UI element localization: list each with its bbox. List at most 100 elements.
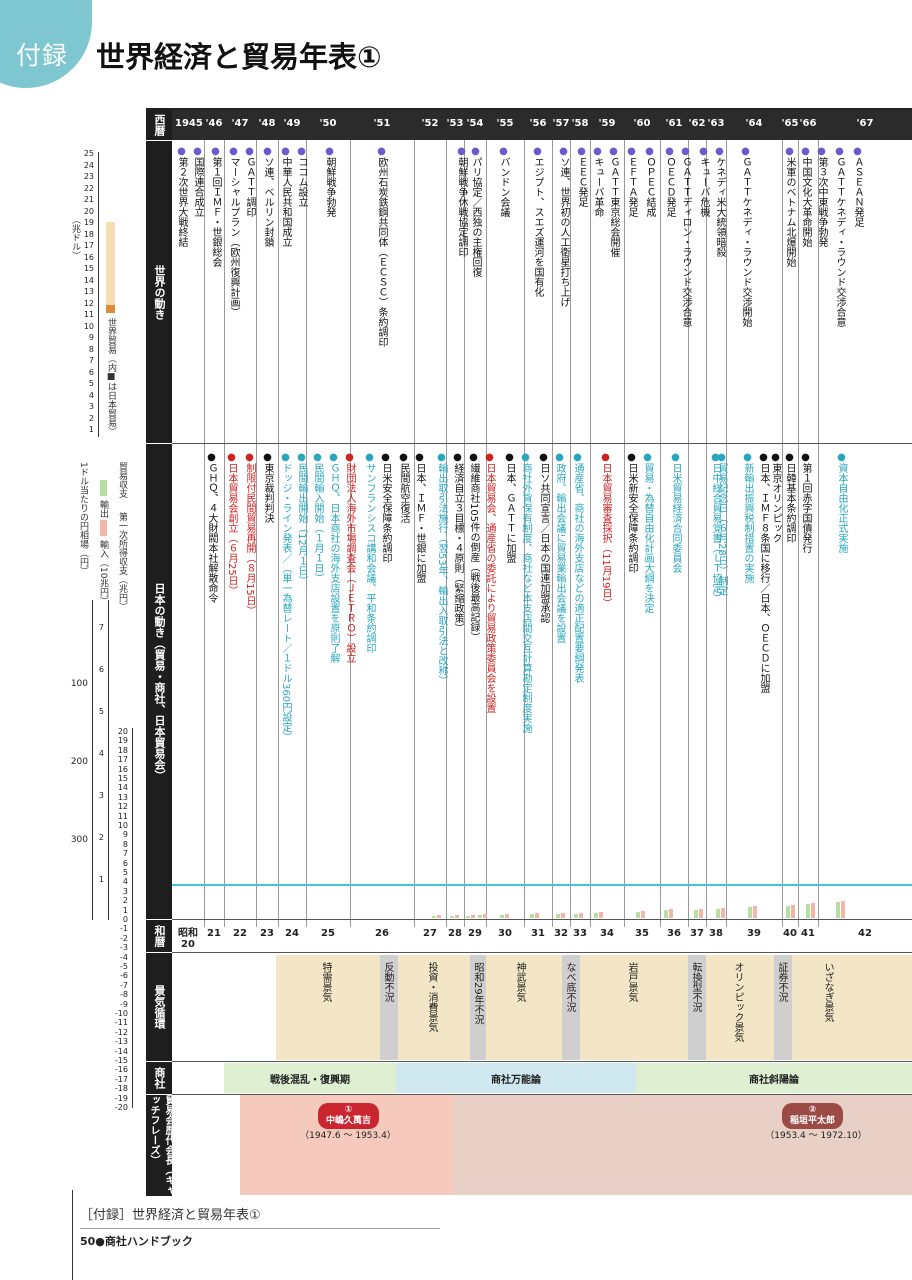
balance-tick: -7: [120, 980, 128, 990]
cycle-label: 証券不況: [776, 962, 787, 1002]
balance-tick: 12: [117, 802, 128, 812]
event-dot-icon: ●: [176, 146, 187, 157]
event-dot-icon: ●: [784, 146, 795, 157]
japan-event-text: 貿易・為替自由化計画大綱を決定: [642, 463, 653, 613]
event-dot-icon: ●: [414, 452, 425, 463]
export-bar: [716, 909, 720, 918]
world-event: ●ＧＡＴＴケネディ・ラウンド交渉合意: [834, 146, 845, 327]
column-line: [486, 140, 487, 927]
japan-event-text: 商社外貨保有制度、商社など本支店間交互計算勘定制度実施: [520, 463, 531, 733]
fx-axis-line: [92, 600, 93, 920]
world-event: ●キューバ革命: [592, 146, 603, 217]
world-tick: 10: [83, 321, 94, 331]
president-2-band: [454, 1095, 912, 1195]
japan-event: ●民間輸入開始（１月１日）: [312, 452, 323, 583]
unit-label: （兆ドル）: [70, 215, 80, 260]
legend-export-swatch: [100, 480, 107, 496]
world-event: ●欧州石炭鉄鋼共同体（ＥＣＳＣ）条約調印: [376, 146, 387, 347]
balance-tick: -14: [114, 1046, 128, 1056]
japan-event: ●サンフランシスコ講和会議、平和条約調印: [364, 452, 375, 653]
event-dot-icon: ●: [296, 452, 307, 463]
event-dot-icon: ●: [608, 146, 619, 157]
import-bar: [483, 914, 487, 918]
japan-event: ●ドッジ・ライン発表／（単一為替レート／１ドル360円設定）: [280, 452, 291, 742]
shosha-period-1: 戦後混乱・復興期: [224, 1063, 396, 1093]
world-tick: 23: [83, 172, 94, 181]
import-tick: 6: [98, 665, 104, 674]
cycle-band: [398, 955, 470, 1060]
wareki-label: 39: [747, 928, 761, 939]
event-dot-icon: ●: [714, 146, 725, 157]
balance-tick: -13: [114, 1037, 128, 1047]
balance-tick: 9: [122, 830, 128, 840]
import-bar: [791, 905, 795, 918]
export-bar: [530, 914, 534, 918]
balance-tick: -12: [114, 1027, 128, 1037]
world-tick: 6: [88, 367, 94, 377]
president-1-label: 中嶋久萬吉: [326, 1116, 372, 1126]
cycle-label: 岩戸景気: [626, 962, 637, 1002]
export-bar: [450, 916, 454, 918]
export-bar: [478, 915, 482, 918]
world-tick: 3: [88, 402, 94, 411]
event-dot-icon: ●: [626, 452, 637, 463]
event-dot-icon: ●: [296, 146, 307, 157]
japan-event: ●日本、ＩＭＦ・世銀に加盟: [414, 452, 425, 583]
world-event-text: ＥＦＴＡ発足: [626, 157, 637, 217]
world-event: ●ソ連、世界初の人工衛星打ち上げ: [558, 146, 569, 307]
world-event: ●米軍のベトナム北爆開始: [784, 146, 795, 267]
event-dot-icon: ●: [280, 146, 291, 157]
event-dot-icon: ●: [456, 146, 467, 157]
year-label: '48: [258, 118, 276, 129]
export-bar: [664, 910, 668, 918]
japan-event: ●貿易・為替自由化計画大綱を決定: [642, 452, 653, 613]
japan-event: ●日本、ＩＭＦ８条国に移行／日本、ＯＥＣＤに加盟: [758, 452, 769, 693]
world-event: ●第３次中東戦争勃発: [816, 146, 827, 247]
export-bar: [748, 907, 752, 918]
event-dot-icon: ●: [328, 452, 339, 463]
wareki-label: 22: [233, 928, 247, 939]
world-event: ●ＥＦＴＡ発足: [626, 146, 637, 217]
japan-event-text: 日本貿易会創立（６月25日）: [226, 463, 237, 596]
import-bar: [841, 901, 845, 918]
world-event-text: ココム設立: [296, 157, 307, 207]
event-dot-icon: ●: [600, 452, 611, 463]
world-event: ●第２次世界大戦終結: [176, 146, 187, 247]
column-line: [224, 140, 225, 927]
event-dot-icon: ●: [504, 452, 515, 463]
japan-event: ●日米新安全保障条約調印: [626, 452, 637, 573]
balance-tick: -19: [114, 1093, 128, 1103]
world-tick: 1: [88, 425, 94, 434]
year-label: 1945: [175, 118, 203, 129]
japan-event: ●政府、輸出会議に貿易業輸出会議を設置: [554, 452, 565, 643]
president-1-term: （1947.6 〜 1953.4）: [300, 1131, 396, 1141]
event-dot-icon: ●: [210, 146, 221, 157]
event-dot-icon: ●: [554, 452, 565, 463]
wareki-label: 23: [260, 928, 274, 939]
world-event: ●パリ協定／西独の主権回復: [470, 146, 481, 277]
event-dot-icon: ●: [206, 452, 217, 463]
world-event: ●エジプト、スエズ運河を国有化: [532, 146, 543, 297]
event-dot-icon: ●: [244, 146, 255, 157]
year-label: '51: [373, 118, 391, 129]
world-event-text: 中国文化大革命開始: [800, 157, 811, 247]
japan-event: ●日中総合貿易覚書（ＬＴ協定）: [710, 452, 721, 603]
column-line: [818, 140, 819, 927]
balance-tick: 7: [122, 849, 128, 859]
cycle-label: 反動不況: [382, 962, 393, 1002]
timeline-table: [146, 108, 912, 1198]
cycle-label: いざなぎ景気: [822, 962, 833, 1022]
balance-tick: -20: [114, 1103, 128, 1112]
japan-event: ●日本貿易会創立（６月25日）: [226, 452, 237, 596]
year-label: '63: [707, 118, 725, 129]
export-bar: [574, 914, 578, 918]
cycle-band: [706, 955, 774, 1060]
event-dot-icon: ●: [800, 146, 811, 157]
japan-event: ●制限付民間貿易再開（８月15日）: [244, 452, 255, 616]
event-dot-icon: ●: [680, 146, 691, 157]
world-event: ●ＯＰＥＣ結成: [644, 146, 655, 217]
import-bar: [811, 903, 815, 918]
balance-tick: 19: [117, 736, 128, 746]
world-tick: 12: [83, 298, 94, 308]
export-bar: [594, 913, 598, 918]
